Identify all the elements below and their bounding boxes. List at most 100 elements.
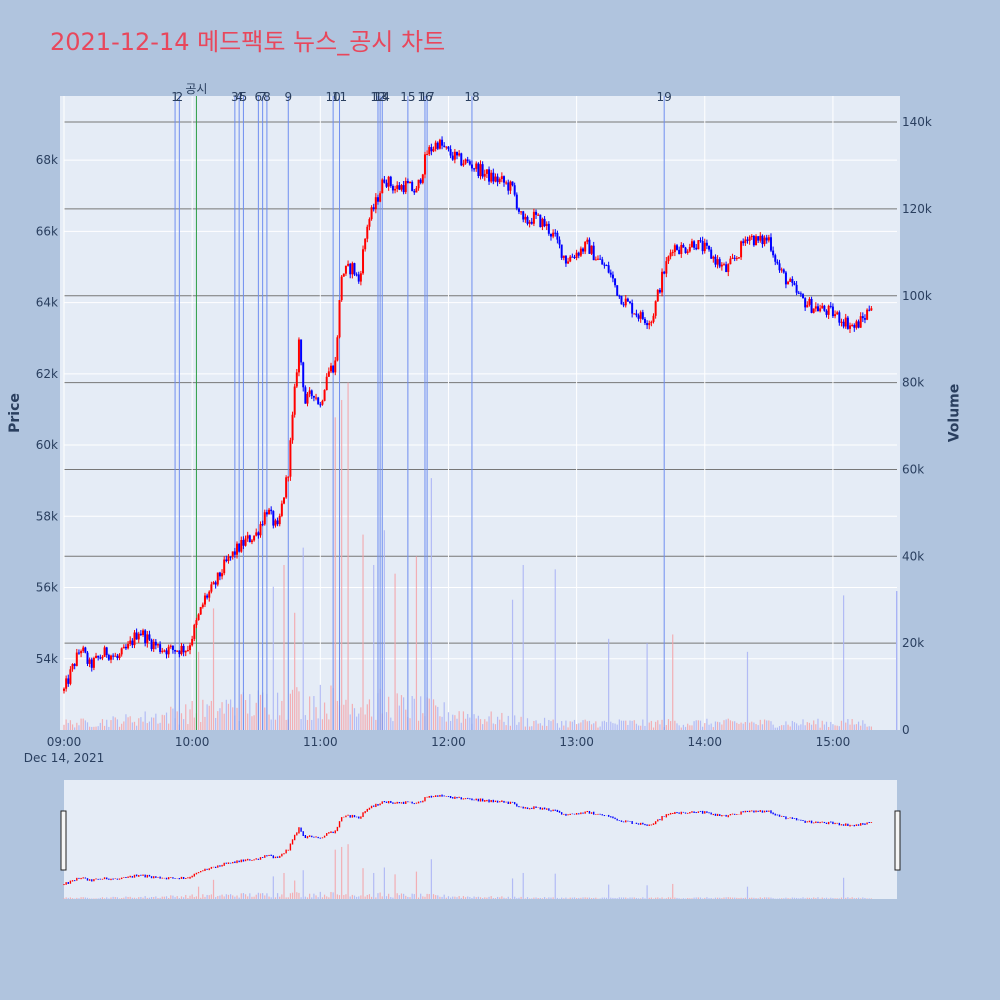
volume-bar	[155, 713, 157, 730]
volume-bar	[501, 712, 503, 730]
candle-body	[456, 151, 459, 156]
range-slider-handle-left[interactable]	[60, 810, 67, 871]
range-slider-volume-bar	[640, 898, 642, 899]
y2-tick-label: 40k	[902, 549, 924, 563]
candle-body	[488, 169, 491, 182]
candle-body	[784, 272, 787, 285]
candle-body	[236, 543, 239, 555]
volume-bar	[749, 722, 751, 730]
range-slider-volume-bar	[832, 898, 834, 899]
candle-body	[861, 316, 864, 319]
range-slider-volume-bar	[798, 898, 800, 899]
volume-bar	[469, 717, 471, 730]
candle-body	[857, 321, 860, 328]
range-slider-volume-bar	[561, 897, 563, 899]
volume-bar	[535, 720, 537, 730]
candle-body	[122, 646, 125, 649]
range-slider-volume-bar	[802, 897, 804, 899]
range-slider-volume-bar	[398, 895, 400, 899]
volume-bar	[212, 608, 215, 730]
candle-body	[65, 678, 68, 689]
volume-bar	[396, 693, 398, 730]
candle-body	[663, 271, 666, 274]
volume-bar	[343, 704, 345, 730]
range-slider-volume-bar	[499, 897, 501, 899]
event-lines	[174, 96, 665, 730]
candle-body	[729, 258, 732, 265]
candle-body	[737, 257, 740, 259]
candle-body	[432, 149, 435, 152]
candle-body	[357, 274, 360, 282]
event-label: 5	[240, 90, 248, 104]
volume-bar	[708, 724, 710, 730]
range-slider-volume-bar	[507, 896, 509, 899]
volume-bar	[417, 720, 420, 730]
volume-bar	[336, 700, 338, 730]
volume-bar	[368, 699, 371, 730]
candle-body	[396, 185, 399, 189]
candle-body	[334, 360, 337, 373]
candle-body	[560, 244, 563, 258]
candle-body	[866, 309, 869, 320]
volume-bar	[78, 725, 80, 730]
volume-bar	[723, 720, 725, 730]
volume-bar	[362, 534, 364, 730]
candle-body	[95, 655, 98, 659]
candle-body	[710, 249, 713, 259]
candle-body	[312, 395, 315, 398]
volume-bar	[870, 726, 872, 730]
range-slider-volume-bar	[845, 897, 847, 899]
range-slider-volume-bar	[276, 893, 279, 899]
volume-bar	[347, 382, 349, 730]
volume-bar	[509, 725, 512, 730]
candle-body	[208, 591, 211, 598]
volume-bar	[114, 717, 116, 730]
candle-body	[116, 655, 119, 659]
candle-body	[263, 512, 266, 525]
candle-body	[133, 632, 136, 646]
candle-body	[477, 163, 480, 177]
candle-body	[120, 648, 123, 655]
range-slider-volume-bar	[136, 898, 138, 899]
candle-body	[109, 655, 112, 660]
candle-body	[460, 153, 463, 166]
candle-body	[567, 261, 570, 264]
range-slider-volume-bar	[121, 898, 123, 899]
range-slider-volume-bar	[221, 894, 223, 899]
volume-bar	[665, 725, 667, 730]
volume-bar	[283, 564, 285, 730]
volume-bar	[388, 696, 390, 730]
candle-body	[421, 174, 424, 183]
range-slider-handle-right[interactable]	[894, 810, 901, 871]
volume-bar	[439, 716, 441, 730]
volume-bar	[706, 718, 708, 730]
range-slider[interactable]	[64, 780, 897, 899]
candle-body	[92, 658, 95, 668]
volume-bar	[680, 727, 682, 730]
range-slider-volume-bar	[279, 896, 281, 899]
range-slider-volume-bar	[390, 897, 392, 899]
volume-bar	[172, 708, 174, 730]
range-slider-volume-bar	[537, 897, 539, 899]
volume-bar	[845, 722, 847, 730]
range-slider-volume-bar	[868, 898, 870, 899]
volume-bar	[247, 713, 249, 730]
candle-body	[80, 651, 83, 654]
volume-bar	[633, 720, 635, 730]
range-slider-volume-bar	[381, 896, 383, 899]
range-slider-volume-bar	[238, 897, 240, 899]
event-label: 16	[417, 90, 432, 104]
candle-body	[530, 221, 533, 224]
volume-bar	[516, 724, 518, 730]
volume-bar	[80, 718, 82, 730]
volume-bar	[565, 720, 567, 730]
volume-bar	[554, 569, 556, 730]
candle-body	[475, 163, 478, 169]
range-slider-volume-bar	[368, 894, 371, 899]
range-slider-volume-bar	[556, 897, 558, 899]
candle-body	[517, 208, 520, 212]
candle-body	[727, 264, 730, 272]
volume-bar	[144, 711, 146, 730]
candle-body	[526, 216, 529, 224]
